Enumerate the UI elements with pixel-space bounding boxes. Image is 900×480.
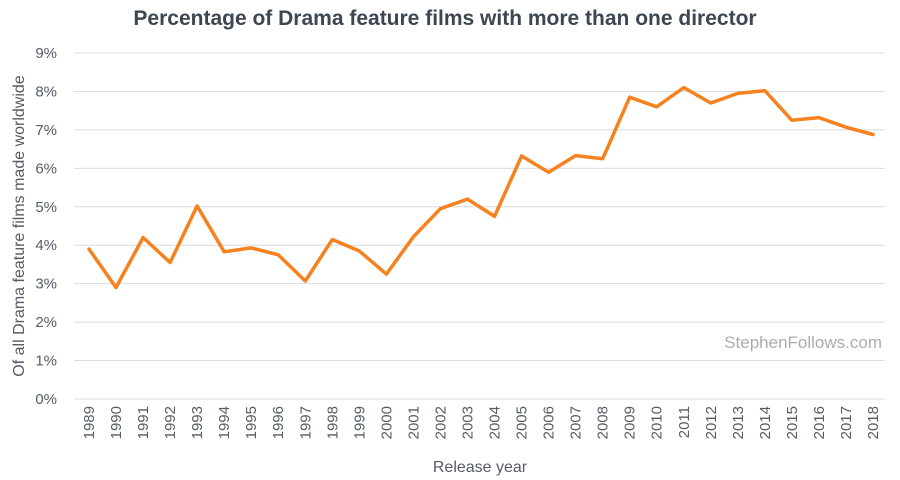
data-point [844,125,848,129]
data-point [195,204,199,208]
x-tick-label: 2018 [865,406,882,439]
x-tick-label: 1991 [135,406,152,439]
y-tick-label: 1% [35,353,57,370]
x-tick-label: 2001 [405,406,422,439]
x-tick-label: 1996 [270,406,287,439]
x-tick-label: 2010 [649,406,666,439]
x-tick-label: 2015 [784,406,801,439]
y-tick-label: 6% [35,160,57,177]
chart-title: Percentage of Drama feature films with m… [133,7,756,30]
x-tick-label: 1998 [324,406,341,439]
x-tick-label: 2013 [730,406,747,439]
data-point [439,207,442,210]
data-point [790,119,794,122]
x-tick-label: 2009 [622,406,639,439]
x-tick-label: 2014 [757,406,774,439]
x-tick-label: 1989 [81,406,98,439]
data-point [222,250,226,253]
data-point [304,279,307,283]
x-tick-label: 2003 [459,406,476,439]
y-tick-label: 7% [35,122,57,139]
data-point [628,96,631,99]
data-point [601,157,604,160]
x-tick-label: 2006 [541,406,558,439]
data-point [736,92,740,95]
x-tick-label: 2002 [432,406,449,439]
x-tick-label: 2005 [514,406,531,439]
x-tick-label: 2000 [378,406,395,439]
watermark: StephenFollows.com [724,333,882,352]
y-tick-label: 9% [35,45,57,62]
y-tick-label: 2% [35,314,57,331]
series-line [87,85,875,290]
data-point [520,154,523,158]
x-tick-label: 2008 [595,406,612,439]
x-tick-label: 1994 [216,406,233,439]
data-point [277,253,280,257]
data-point [358,249,361,253]
data-point [385,272,388,276]
data-point [466,197,469,201]
x-tick-label: 1997 [297,406,314,439]
x-tick-label: 2004 [487,406,504,439]
data-point [493,215,496,218]
data-point [412,235,415,238]
data-point [871,133,875,136]
x-tick-label: 2007 [568,406,585,439]
data-point [655,105,658,109]
data-point [141,236,145,239]
data-point [763,89,767,92]
x-tick-label: 2016 [811,406,828,439]
data-point [547,170,550,174]
data-point [114,286,118,289]
x-tick-label: 1995 [243,406,260,439]
y-tick-label: 0% [35,391,57,408]
x-tick-label: 2011 [676,406,693,438]
x-tick-label: 1993 [189,406,206,439]
x-axis-label: Release year [433,459,528,476]
data-point [574,154,577,157]
data-point [682,86,685,89]
data-point [87,247,91,251]
data-point [817,116,821,119]
x-axis-ticks: 1989 1990 1991 1992 1993 1994 1995 1996 1997 1998… [81,406,882,439]
x-tick-label: 2012 [703,406,720,439]
series-drama [87,85,875,290]
x-tick-label: 2017 [838,406,855,439]
y-axis-ticks: 0% 1% 2% 3% 4% 5% 6% 7% 8% 9% [35,45,57,408]
data-point [168,261,172,264]
x-tick-label: 1992 [162,406,179,439]
x-tick-label: 1999 [351,406,368,439]
y-tick-label: 3% [35,276,57,293]
data-point [709,101,712,105]
y-tick-label: 8% [35,83,57,100]
data-point [331,238,334,241]
y-tick-label: 4% [35,237,57,254]
data-point [250,246,253,250]
x-tick-label: 1990 [108,406,125,439]
y-axis-label: Of all Drama feature films made worldwid… [11,75,28,377]
y-tick-label: 5% [35,199,57,216]
